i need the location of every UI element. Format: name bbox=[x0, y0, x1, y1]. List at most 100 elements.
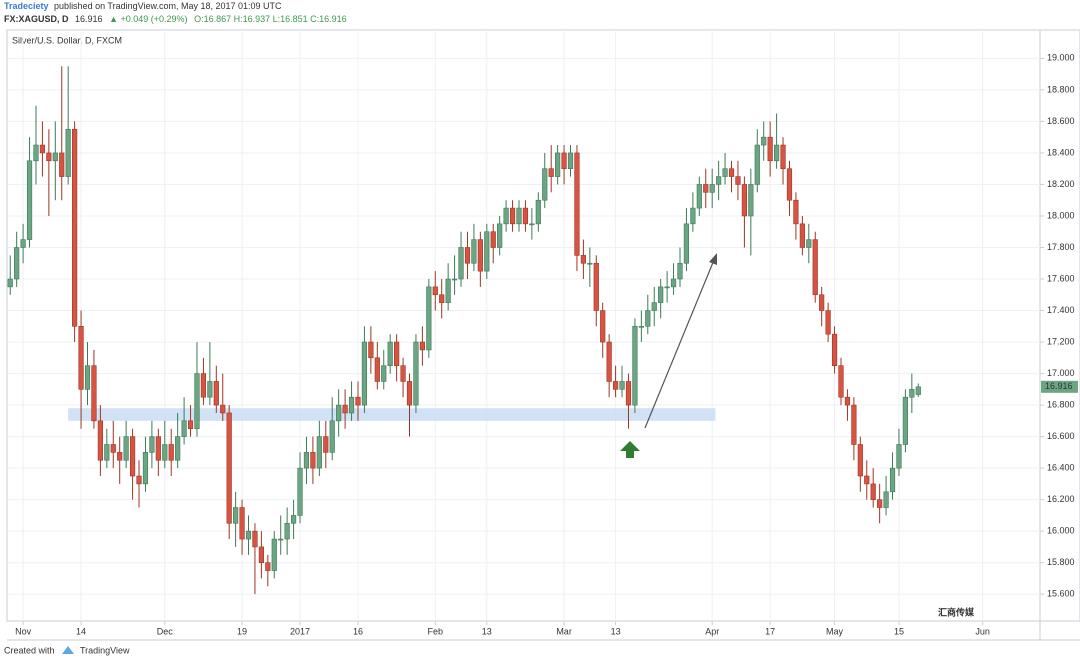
candle-body bbox=[522, 207, 529, 225]
candle-body bbox=[812, 239, 818, 296]
candle-body bbox=[129, 436, 136, 477]
candle-body bbox=[278, 538, 284, 541]
candle-body bbox=[426, 286, 432, 351]
candle-body bbox=[477, 239, 483, 272]
published: published on TradingView.com, May 18, 20… bbox=[54, 1, 282, 11]
candle-body bbox=[84, 365, 91, 390]
support-zone bbox=[68, 408, 716, 421]
candle-body bbox=[342, 404, 348, 414]
candle-body bbox=[638, 325, 644, 328]
candle-body bbox=[46, 152, 52, 162]
candle-body bbox=[535, 199, 541, 225]
candle-body bbox=[677, 262, 683, 280]
logo bbox=[62, 646, 74, 654]
candle-body bbox=[658, 286, 664, 303]
symbol-line: FX:XAGUSD, D 16.916 ▲ +0.049 (+0.29%) O:… bbox=[4, 14, 347, 24]
candle-body bbox=[400, 365, 406, 382]
candle-body bbox=[490, 231, 496, 248]
candle-body bbox=[445, 278, 451, 303]
watermark: 汇商传媒 bbox=[938, 606, 975, 617]
candle-body bbox=[59, 152, 65, 177]
candle-body bbox=[793, 199, 799, 225]
candle-body bbox=[580, 255, 586, 264]
candle-body bbox=[271, 538, 277, 571]
candle-body bbox=[831, 333, 838, 366]
candle-body bbox=[97, 420, 103, 461]
candle-body bbox=[696, 184, 702, 209]
x-tick-label: 17 bbox=[765, 626, 775, 636]
y-tick-label: 16.800 bbox=[1047, 399, 1075, 409]
plot-frame bbox=[6, 29, 1080, 622]
candle-body bbox=[619, 381, 625, 390]
candle-body bbox=[72, 128, 78, 327]
x-tick-label: Mar bbox=[556, 626, 572, 636]
candle-body bbox=[439, 294, 445, 303]
y-tick-label: 17.000 bbox=[1047, 368, 1075, 378]
x-tick-label: 2017 bbox=[290, 626, 310, 636]
candle-body bbox=[844, 396, 851, 406]
candle-body bbox=[606, 341, 612, 382]
candle-body bbox=[542, 168, 548, 201]
candle-body bbox=[625, 381, 632, 406]
header-line: Tradeciety published on TradingView.com,… bbox=[4, 1, 282, 11]
candle-body bbox=[773, 144, 780, 162]
candle-body bbox=[381, 365, 387, 382]
candle-body bbox=[767, 136, 773, 162]
candle-body bbox=[52, 152, 58, 162]
candle-body bbox=[451, 278, 458, 281]
candle-body bbox=[123, 436, 129, 461]
candle-body bbox=[645, 310, 651, 327]
candle-body bbox=[200, 373, 207, 398]
candle-body bbox=[78, 325, 84, 390]
last-price-label: 16.916 bbox=[1045, 381, 1073, 391]
candle-body bbox=[149, 436, 155, 453]
candle-body bbox=[252, 530, 258, 548]
candle-body bbox=[374, 357, 380, 382]
candle-body bbox=[7, 278, 13, 288]
candle-body bbox=[889, 467, 896, 493]
candle-body bbox=[561, 152, 567, 169]
candle-body bbox=[806, 239, 812, 248]
candle-body bbox=[14, 247, 20, 280]
candle-body bbox=[155, 436, 161, 461]
candle-body bbox=[471, 239, 477, 264]
candle-body bbox=[110, 444, 116, 453]
candle-body bbox=[355, 396, 361, 406]
candle-body bbox=[65, 128, 71, 177]
y-tick-label: 18.200 bbox=[1047, 179, 1075, 189]
candle-body bbox=[799, 223, 805, 248]
candle-body bbox=[819, 294, 825, 311]
candle-body bbox=[503, 207, 509, 225]
candle-body bbox=[464, 247, 471, 264]
candle-body bbox=[651, 302, 657, 311]
x-tick-label: 14 bbox=[76, 626, 86, 636]
candle-body bbox=[612, 381, 619, 390]
candle-body bbox=[825, 310, 831, 335]
candle-body bbox=[323, 436, 329, 453]
chart-title: Silver/U.S. Dollar, D, FXCM bbox=[12, 35, 122, 45]
x-tick-label: Apr bbox=[705, 626, 719, 636]
candle-body bbox=[690, 207, 696, 225]
candle-body bbox=[458, 247, 464, 280]
candle-body bbox=[316, 436, 322, 469]
footer-created: Created with bbox=[4, 645, 55, 655]
candle-body bbox=[683, 223, 690, 264]
candle-body bbox=[761, 136, 767, 146]
y-tick-label: 17.600 bbox=[1047, 273, 1075, 283]
candle-body bbox=[284, 522, 290, 540]
candle-body bbox=[239, 507, 245, 540]
x-tick-label: Feb bbox=[428, 626, 444, 636]
candle-body bbox=[567, 152, 574, 169]
candle-body bbox=[39, 144, 46, 154]
candle-body bbox=[574, 152, 580, 256]
candle-body bbox=[26, 160, 33, 240]
candle-body bbox=[394, 341, 400, 366]
candle-body bbox=[413, 341, 419, 406]
candle-body bbox=[104, 444, 110, 461]
candle-body bbox=[484, 231, 490, 272]
candle-body bbox=[181, 420, 187, 437]
candle-body bbox=[245, 530, 252, 540]
candle-body bbox=[870, 483, 876, 500]
candle-body bbox=[780, 144, 786, 169]
